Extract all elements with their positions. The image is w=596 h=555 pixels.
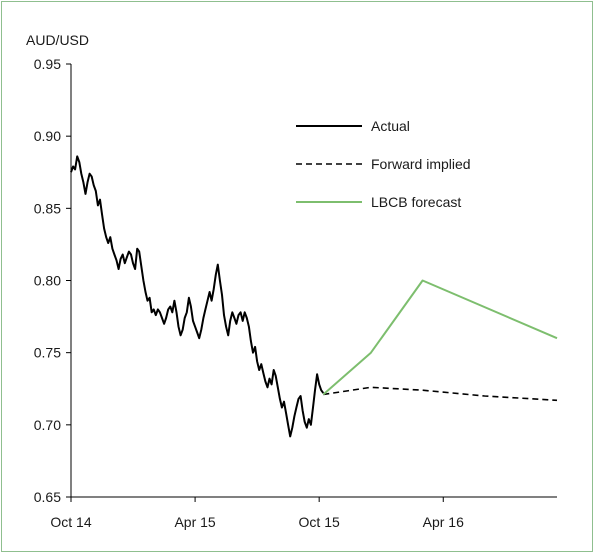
legend-label: Actual [371, 118, 410, 134]
x-tick-label: Oct 14 [50, 514, 91, 530]
y-axis: 0.95 0.90 0.85 0.80 0.75 0.70 0.65 [34, 56, 72, 505]
series-line-actual [70, 155, 325, 438]
y-tick-label: 0.65 [34, 489, 61, 505]
legend-label: Forward implied [371, 156, 471, 172]
series-lines [70, 155, 558, 438]
y-tick-label: 0.80 [34, 273, 61, 289]
legend-label: LBCB forecast [371, 194, 461, 210]
y-tick-label: 0.85 [34, 200, 61, 216]
x-tick-label: Apr 16 [423, 514, 464, 530]
series-line-lbcb-forecast [322, 279, 558, 396]
y-tick-label: 0.95 [34, 56, 61, 72]
y-axis-unit-label: AUD/USD [26, 32, 89, 48]
x-tick-label: Apr 15 [174, 514, 215, 530]
y-tick-label: 0.90 [34, 128, 61, 144]
y-tick-label: 0.75 [34, 345, 61, 361]
x-axis: Oct 14 Apr 15 Oct 15 Apr 16 [50, 496, 557, 530]
series-line-forward-implied [323, 386, 558, 402]
x-tick-label: Oct 15 [299, 514, 340, 530]
legend: Actual Forward implied LBCB forecast [296, 118, 471, 210]
y-tick-label: 0.70 [34, 417, 61, 433]
